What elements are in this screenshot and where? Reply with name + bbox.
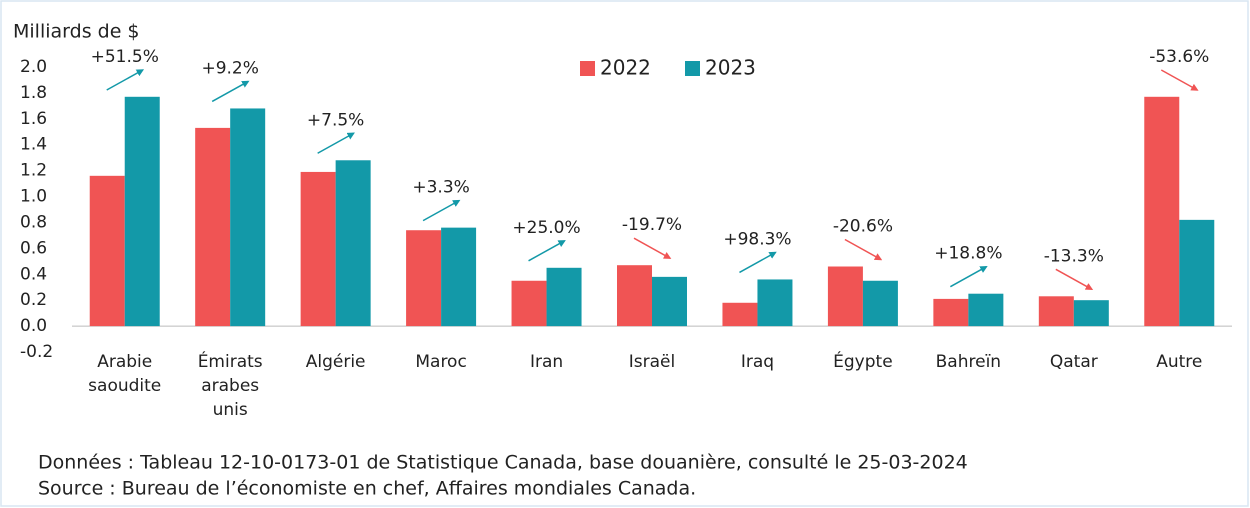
x-tick-label: Iran (530, 352, 563, 372)
y-tick-label: 0.4 (20, 264, 47, 284)
change-arrow (1160, 69, 1199, 91)
change-label: +51.5% (91, 47, 159, 67)
bar (406, 230, 442, 327)
change-label: +3.3% (412, 178, 469, 198)
change-label: +25.0% (512, 218, 580, 238)
y-tick-label: 1.6 (20, 109, 47, 129)
x-tick-label: Émirats (198, 350, 263, 372)
y-tick-label: 0.6 (20, 238, 47, 258)
bar (124, 96, 160, 327)
change-label: +98.3% (723, 229, 791, 249)
y-tick-label: 0.2 (20, 290, 47, 310)
bar (511, 280, 547, 327)
bar (1144, 96, 1180, 327)
bar (546, 267, 582, 327)
bar (652, 276, 687, 327)
bar (827, 266, 863, 327)
bar (968, 293, 1004, 327)
change-label: +9.2% (201, 58, 258, 78)
bar (195, 127, 231, 327)
legend-swatch (685, 61, 700, 76)
y-tick-label: -0.2 (20, 342, 53, 362)
change-label: -13.3% (1044, 246, 1104, 266)
x-tick-label: Algérie (306, 352, 366, 372)
x-tick-label: Iraq (741, 352, 774, 372)
x-tick-label: Bahreïn (936, 352, 1001, 372)
x-tick-label: Qatar (1050, 352, 1098, 372)
change-arrow (1055, 268, 1094, 291)
bar (862, 280, 898, 327)
x-tick-label: saoudite (88, 376, 161, 396)
x-tick-label: arabes (201, 376, 259, 396)
change-arrow (949, 265, 988, 288)
change-arrow (528, 240, 566, 262)
y-tick-label: 1.8 (20, 83, 47, 103)
bar (89, 175, 125, 327)
change-label: -19.7% (622, 215, 682, 235)
bar (933, 298, 969, 327)
change-label: +18.8% (934, 244, 1002, 264)
x-tick-label: Arabie (97, 352, 152, 372)
change-arrow (739, 251, 777, 274)
change-arrow (422, 199, 461, 222)
change-label: -20.6% (833, 217, 893, 237)
y-tick-label: 1.2 (20, 161, 47, 181)
bar (617, 265, 652, 327)
y-tick-label: 1.4 (20, 135, 47, 155)
bar (757, 279, 793, 327)
y-tick-label: 2.0 (20, 57, 47, 77)
change-label: +7.5% (307, 110, 364, 130)
change-label: -53.6% (1149, 47, 1209, 67)
note: Données : Tableau 12-10-0173-01 de Stati… (38, 452, 968, 474)
bar (722, 302, 758, 327)
y-axis-label: Milliards de $ (13, 21, 140, 43)
x-tick-label: unis (213, 400, 248, 420)
change-arrow (211, 80, 250, 103)
bar (300, 171, 336, 327)
change-arrow (317, 132, 355, 154)
bar (335, 160, 371, 327)
change-arrow (633, 237, 672, 259)
x-tick-label: Israël (629, 352, 675, 372)
y-tick-label: 0.0 (20, 316, 47, 336)
x-tick-label: Maroc (415, 352, 466, 372)
bar (1179, 219, 1215, 327)
legend-label: 2023 (705, 56, 756, 80)
change-arrow (106, 69, 145, 91)
legend-label: 2022 (600, 56, 651, 80)
x-tick-label: Autre (1156, 352, 1202, 372)
note: Source : Bureau de l’économiste en chef,… (38, 478, 696, 500)
y-tick-label: 1.0 (20, 187, 47, 207)
legend-swatch (580, 61, 595, 76)
bar (1073, 300, 1109, 327)
bar (1038, 296, 1074, 327)
y-tick-label: 0.8 (20, 212, 47, 232)
bar (441, 227, 477, 327)
x-tick-label: Égypte (833, 350, 893, 372)
bar (230, 108, 266, 327)
change-arrow (844, 238, 883, 261)
